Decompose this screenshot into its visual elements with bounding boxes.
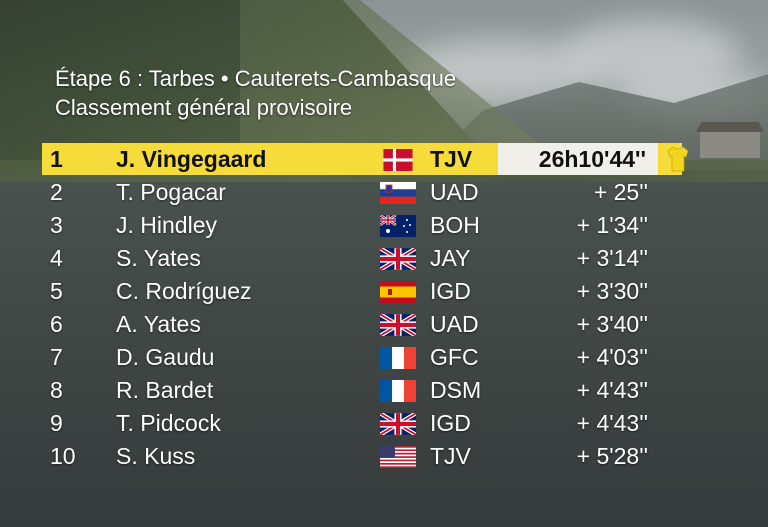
uk-flag-icon (380, 314, 416, 336)
gc-time: 26h10'44'' (538, 146, 646, 172)
rank: 4 (50, 245, 63, 271)
australia-flag-icon (380, 215, 416, 237)
team-code: UAD (430, 179, 479, 205)
team-code: TJV (430, 443, 471, 469)
rank: 1 (50, 146, 63, 172)
rider-name: S. Yates (116, 245, 201, 271)
standings-row: 5 C. Rodríguez IGD + 3'30'' (42, 275, 682, 308)
rider-name: S. Kuss (116, 443, 196, 469)
rider-name: T. Pidcock (116, 410, 221, 436)
gc-gap: + 25'' (593, 179, 648, 205)
gc-gap: + 4'03'' (576, 344, 648, 370)
graphic-header: Étape 6 : Tarbes • Cauterets-Cambasque C… (55, 64, 456, 122)
yellow-jersey-icon (667, 146, 689, 172)
rank: 7 (50, 344, 63, 370)
team-code: IGD (430, 410, 471, 436)
rank: 2 (50, 179, 63, 205)
rank: 8 (50, 377, 63, 403)
team-code: DSM (430, 377, 482, 403)
rank: 6 (50, 311, 63, 337)
standings-row: 8 R. Bardet DSM + 4'43'' (42, 374, 682, 407)
rider-name: T. Pogacar (116, 179, 226, 205)
standings-row: 10 S. Kuss TJV + 5'28'' (42, 440, 682, 473)
denmark-flag-icon (380, 149, 416, 171)
rider-name: A. Yates (116, 311, 201, 337)
gc-gap: + 3'40'' (576, 311, 648, 337)
standings-row: 4 S. Yates JAY + 3'14'' (42, 242, 682, 275)
uk-flag-icon (380, 413, 416, 435)
rank: 10 (50, 443, 76, 469)
rider-name: J. Vingegaard (116, 146, 267, 172)
gc-gap: + 4'43'' (576, 410, 648, 436)
standings-row: 7 D. Gaudu GFC + 4'03'' (42, 341, 682, 374)
gc-gap: + 1'34'' (576, 212, 648, 238)
france-flag-icon (380, 347, 416, 369)
gc-gap: + 5'28'' (576, 443, 648, 469)
stage-title: Étape 6 : Tarbes • Cauterets-Cambasque (55, 66, 457, 91)
standings-row: 2 T. Pogacar UAD + 25'' (42, 176, 682, 209)
uk-flag-icon (380, 248, 416, 270)
rider-name: D. Gaudu (116, 344, 215, 370)
standings-row: 3 J. Hindley BOH + 1'34'' (42, 209, 682, 242)
team-code: BOH (430, 212, 480, 238)
rider-name: R. Bardet (116, 377, 214, 403)
rank: 3 (50, 212, 63, 238)
classification-subtitle: Classement général provisoire (55, 95, 353, 120)
standings-row: 1 J. Vingegaard TJV 26h10'44'' (42, 143, 689, 175)
team-code: TJV (430, 146, 473, 172)
rider-name: J. Hindley (116, 212, 217, 238)
team-code: IGD (430, 278, 471, 304)
standings-row: 9 T. Pidcock IGD + 4'43'' (42, 407, 682, 440)
team-code: GFC (430, 344, 479, 370)
usa-flag-icon (380, 446, 416, 468)
rank: 5 (50, 278, 63, 304)
team-code: JAY (430, 245, 471, 271)
gc-gap: + 3'14'' (576, 245, 648, 271)
standings-table: 1 J. Vingegaard TJV 26h10'44'' 2 T. Poga… (42, 143, 689, 473)
gc-gap: + 3'30'' (576, 278, 648, 304)
standings-row: 6 A. Yates UAD + 3'40'' (42, 308, 682, 341)
chalet-building (700, 130, 760, 158)
rider-name: C. Rodríguez (116, 278, 252, 304)
rank: 9 (50, 410, 63, 436)
france-flag-icon (380, 380, 416, 402)
gc-gap: + 4'43'' (576, 377, 648, 403)
spain-flag-icon (380, 281, 416, 303)
team-code: UAD (430, 311, 479, 337)
slovenia-flag-icon (380, 182, 416, 204)
